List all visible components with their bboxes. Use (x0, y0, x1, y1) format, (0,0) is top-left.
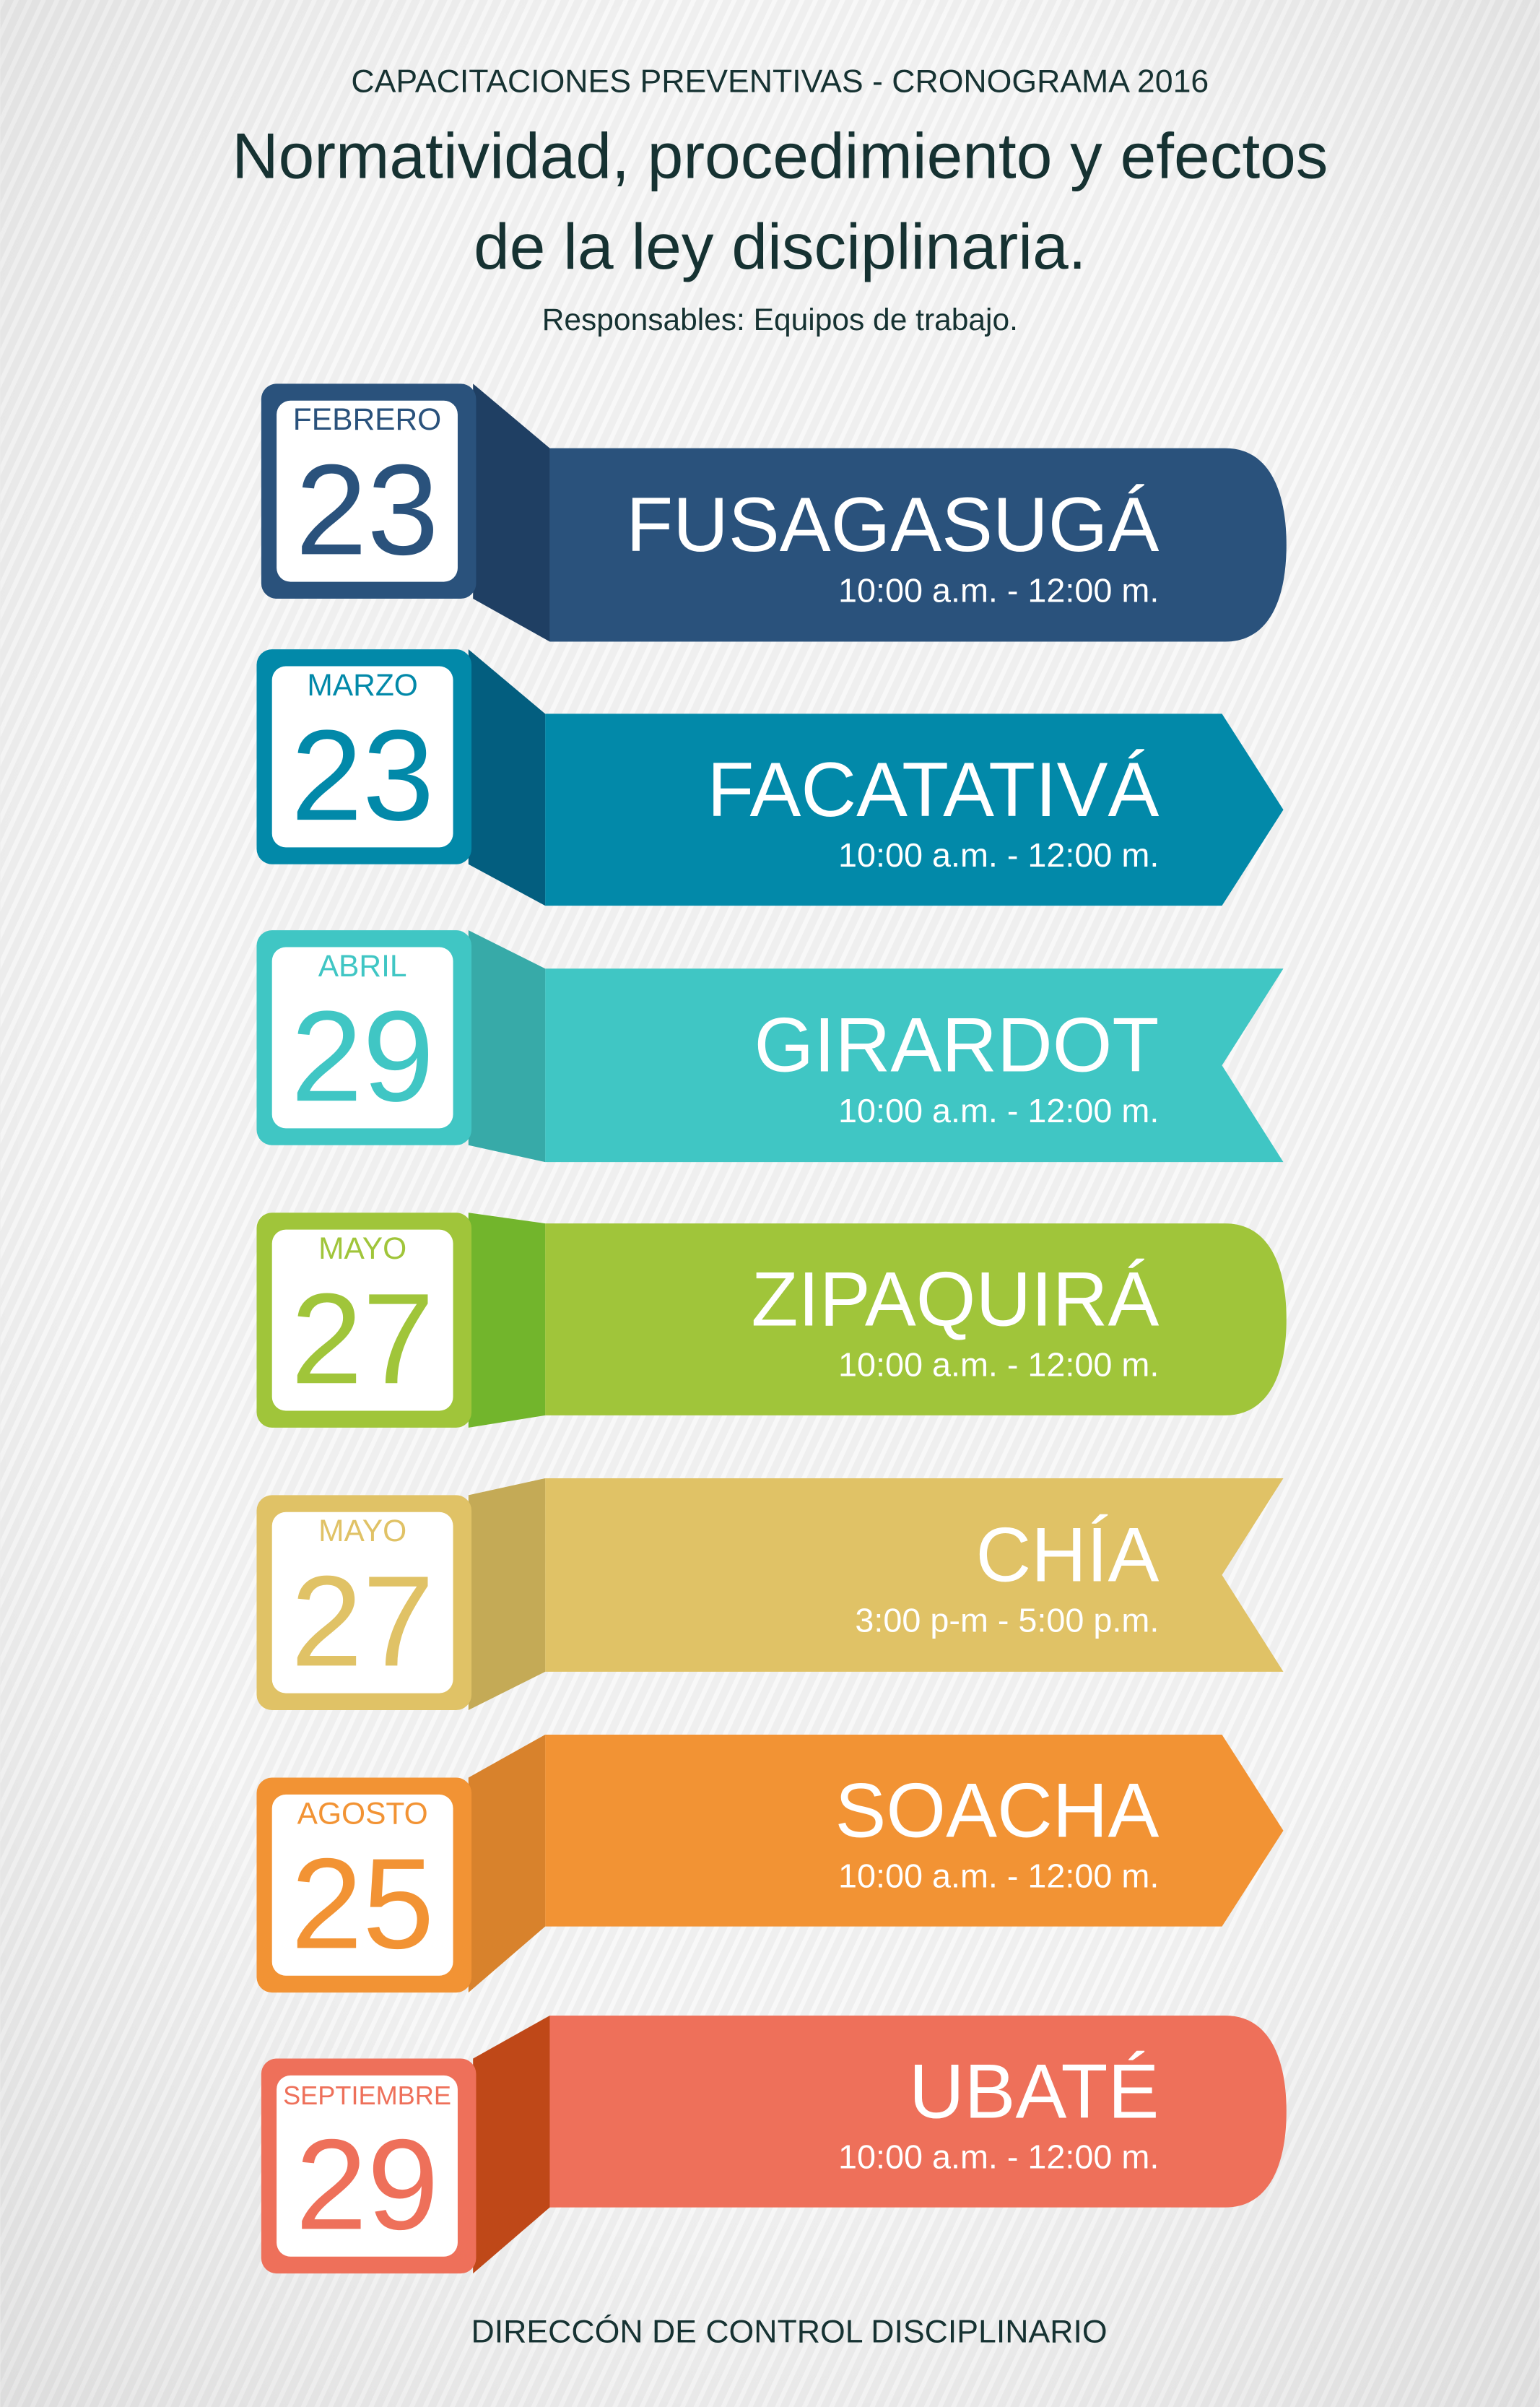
event-day: 23 (295, 437, 439, 581)
city-banner (545, 714, 1284, 906)
event-month: MAYO (318, 1514, 406, 1548)
event-day: 27 (291, 1266, 435, 1410)
city-banner (545, 968, 1284, 1163)
event-city: GIRARDOT (754, 1002, 1159, 1088)
calendar-page (271, 1794, 453, 1976)
calendar-page (277, 400, 458, 582)
header-kicker: CAPACITACIONES PREVENTIVAS - CRONOGRAMA … (351, 64, 1209, 100)
event-day: 27 (291, 1548, 435, 1693)
city-banner (545, 1223, 1287, 1415)
event-city: CHÍA (975, 1512, 1159, 1597)
calendar-page (271, 666, 453, 848)
footer-text: DIRECCÓN DE CONTROL DISCIPLINARIO (471, 2315, 1108, 2350)
city-banner (549, 2015, 1287, 2208)
event-time: 3:00 p-m - 5:00 p.m. (855, 1602, 1159, 1639)
event-time: 10:00 a.m. - 12:00 m. (838, 1857, 1159, 1894)
banner-fold (473, 2015, 550, 2274)
event-time: 10:00 a.m. - 12:00 m. (838, 1092, 1159, 1129)
banner-fold (468, 649, 546, 906)
city-banner (545, 1478, 1284, 1672)
event-month: SEPTIEMBRE (283, 2081, 451, 2110)
calendar-page (277, 2075, 458, 2257)
event-month: ABRIL (318, 950, 407, 984)
page-title-line2: de la ley disciplinaria. (474, 210, 1086, 282)
event-month: FEBRERO (293, 403, 441, 437)
event-month: AGOSTO (297, 1797, 428, 1831)
banner-fold (473, 383, 550, 642)
event-city: FACATATIVÁ (707, 747, 1159, 833)
city-banner (545, 1734, 1284, 1927)
event-city: ZIPAQUIRÁ (751, 1256, 1159, 1342)
event-day: 23 (291, 703, 435, 847)
page-title-line1: Normatividad, procedimiento y efectos (232, 120, 1328, 192)
header-subtitle: Responsables: Equipos de trabajo. (542, 303, 1018, 337)
event-time: 10:00 a.m. - 12:00 m. (838, 1346, 1159, 1384)
event-month: MARZO (307, 669, 417, 703)
banner-fold (468, 930, 546, 1163)
event-time: 10:00 a.m. - 12:00 m. (838, 2138, 1159, 2175)
event-city: SOACHA (835, 1767, 1160, 1853)
city-banner (549, 448, 1287, 642)
event-day: 29 (295, 2112, 439, 2256)
event-day: 29 (291, 984, 435, 1128)
event-time: 10:00 a.m. - 12:00 m. (838, 571, 1159, 609)
banner-fold (468, 1213, 546, 1428)
calendar-page (271, 1229, 453, 1411)
event-time: 10:00 a.m. - 12:00 m. (838, 836, 1159, 874)
calendar-page (271, 1512, 453, 1693)
banner-fold (468, 1478, 546, 1710)
event-month: MAYO (318, 1232, 406, 1266)
event-city: FUSAGASUGÁ (626, 482, 1159, 568)
event-city: UBATÉ (909, 2048, 1159, 2134)
event-day: 25 (291, 1831, 435, 1975)
calendar-page (271, 947, 453, 1129)
banner-fold (468, 1734, 546, 1993)
